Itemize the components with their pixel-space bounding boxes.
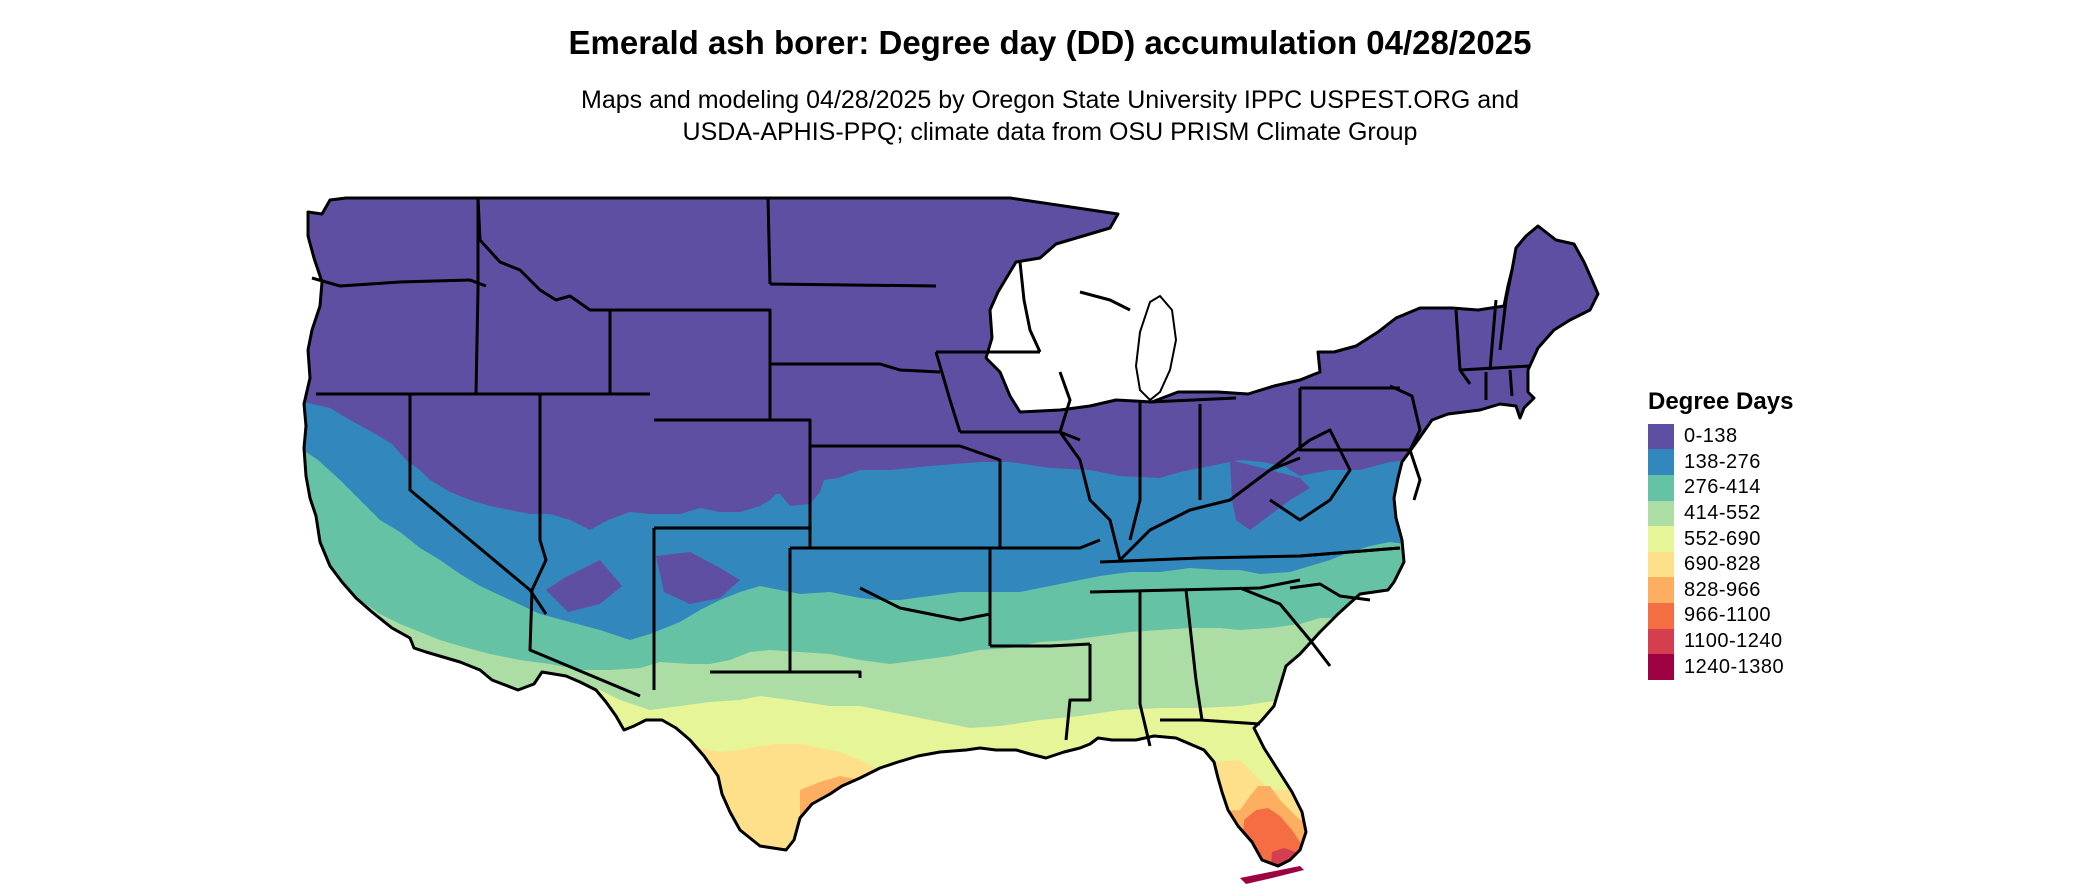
national-outline xyxy=(302,196,1600,868)
border-ok-tx xyxy=(859,586,991,622)
border-nh-vt xyxy=(1488,299,1498,371)
map-subtitle-line-2: USDA-APHIS-PPQ; climate data from OSU PR… xyxy=(682,118,1418,146)
border-nv-ut-az xyxy=(528,394,641,698)
legend-label: 828-966 xyxy=(1684,578,1761,601)
border-ga-sc xyxy=(1239,586,1332,667)
border-il-west xyxy=(1058,371,1122,561)
zone-0-138-highlands-new-mexico xyxy=(656,552,740,604)
legend-label: 138-276 xyxy=(1684,450,1761,473)
legend-item: 138-276 xyxy=(1648,449,1793,476)
legend-swatch xyxy=(1648,423,1674,450)
map-legend: Degree Days 0-138 138-276 276-414 414-552 55… xyxy=(1648,388,1794,681)
map-title: Emerald ash borer: Degree day (DD) accum… xyxy=(568,24,1532,61)
legend-swatch xyxy=(1648,577,1674,604)
legend-label: 0-138 xyxy=(1684,425,1738,448)
border-mi-oh-in xyxy=(1149,396,1237,404)
legend-label: 552-690 xyxy=(1684,527,1761,550)
border-la-ms xyxy=(1064,644,1092,741)
florida-keys xyxy=(1240,866,1304,884)
border-wi-mi xyxy=(1079,290,1131,312)
border-mo-ar xyxy=(1000,538,1101,550)
legend-swatch xyxy=(1648,551,1674,578)
border-sd-ne xyxy=(770,362,941,374)
legend-item: 414-552 xyxy=(1648,500,1793,527)
legend-swatch xyxy=(1648,449,1674,476)
legend-item: 0-138 xyxy=(1648,423,1793,450)
legend-item: 966-1100 xyxy=(1648,602,1793,629)
legend-label: 1240-1380 xyxy=(1684,655,1785,678)
border-me-nh xyxy=(1498,269,1514,351)
border-tn-south xyxy=(1089,578,1301,594)
border-wv xyxy=(1269,428,1352,522)
great-lakes xyxy=(1134,294,1178,402)
border-va-nc xyxy=(1299,546,1401,558)
legend-item: 276-414 xyxy=(1648,474,1793,501)
legend-swatch xyxy=(1648,474,1674,501)
legend-item: 552-690 xyxy=(1648,526,1793,553)
legend-swatch xyxy=(1648,500,1674,527)
border-ca-nv xyxy=(408,394,548,615)
border-id-mt xyxy=(476,197,610,312)
legend-swatch xyxy=(1648,602,1674,629)
legend-item: 1240-1380 xyxy=(1648,654,1793,681)
legend-label: 966-1100 xyxy=(1684,604,1772,627)
legend-swatch xyxy=(1648,526,1674,553)
legend-label: 414-552 xyxy=(1684,502,1761,525)
legend-items: 0-138 138-276 276-414 414-552 552-690 690-828… xyxy=(1648,423,1793,681)
border-md-de xyxy=(1408,449,1422,501)
legend-swatch xyxy=(1648,628,1674,655)
border-nd-sd xyxy=(769,282,937,288)
degree-day-raster xyxy=(304,198,1598,866)
border-ne-ia xyxy=(934,351,962,433)
legend-swatch xyxy=(1648,654,1674,681)
border-mn-wi xyxy=(1018,261,1042,353)
border-sc-nc xyxy=(1289,582,1371,602)
state-borders xyxy=(302,196,1600,868)
border-id-west xyxy=(474,198,480,395)
lake-michigan xyxy=(1134,294,1178,402)
legend-item: 1100-1240 xyxy=(1648,628,1793,655)
border-tx-panhandle xyxy=(788,548,862,678)
zone-0-138-highlands-arizona xyxy=(546,560,622,612)
border-il-in xyxy=(1128,400,1142,541)
border-al-ga xyxy=(1184,589,1204,721)
zone-828-966 xyxy=(800,776,1598,866)
border-mo-ks xyxy=(959,444,1002,548)
legend-item: 690-828 xyxy=(1648,551,1793,578)
border-pa xyxy=(1298,384,1422,452)
border-mt-nd xyxy=(766,197,772,285)
border-ma-ct-ri xyxy=(1459,364,1531,400)
legend-label: 690-828 xyxy=(1684,553,1761,576)
legend-item: 828-966 xyxy=(1648,577,1793,604)
keys-segment xyxy=(1240,866,1304,884)
border-wy xyxy=(610,308,772,420)
border-wa-or xyxy=(311,276,487,288)
border-ar-la xyxy=(990,642,1091,648)
legend-label: 276-414 xyxy=(1684,476,1761,499)
legend-title: Degree Days xyxy=(1648,388,1794,415)
zone-0-138-appalachians xyxy=(1230,460,1310,530)
border-ms-al xyxy=(1138,592,1152,747)
border-fl-north xyxy=(1160,718,1261,726)
map-subtitle-line-1: Maps and modeling 04/28/2025 by Oregon S… xyxy=(581,86,1519,114)
legend-label: 1100-1240 xyxy=(1684,630,1783,653)
